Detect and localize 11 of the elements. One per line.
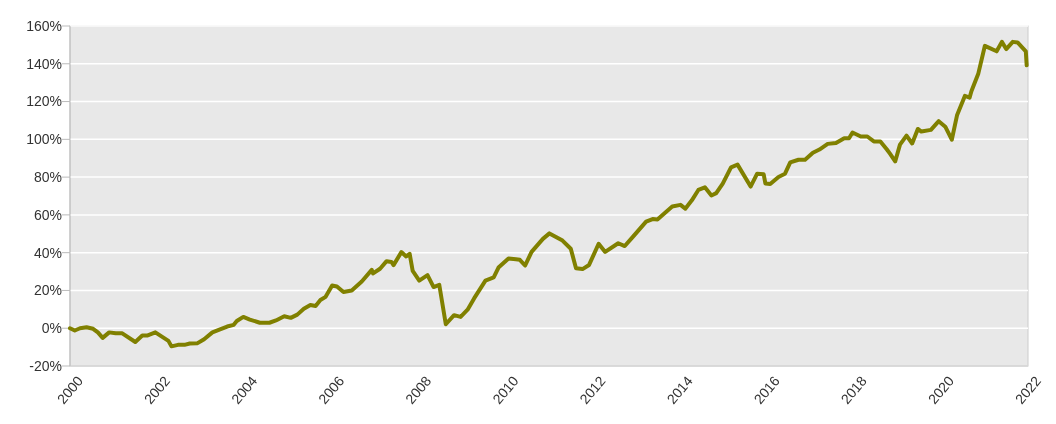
- y-tick-label: 20%: [33, 282, 62, 299]
- y-tick-label: -20%: [29, 357, 62, 374]
- y-tick-label: 140%: [26, 55, 62, 72]
- y-tick-label: 40%: [33, 244, 62, 261]
- y-tick-label: 0%: [41, 320, 62, 337]
- y-tick-label: 100%: [26, 131, 62, 148]
- y-tick-label: 160%: [26, 17, 62, 34]
- y-tick-label: 60%: [33, 206, 62, 223]
- y-tick-label: 120%: [26, 93, 62, 110]
- line-series: [68, 39, 1029, 349]
- y-tick-label: 80%: [33, 169, 62, 186]
